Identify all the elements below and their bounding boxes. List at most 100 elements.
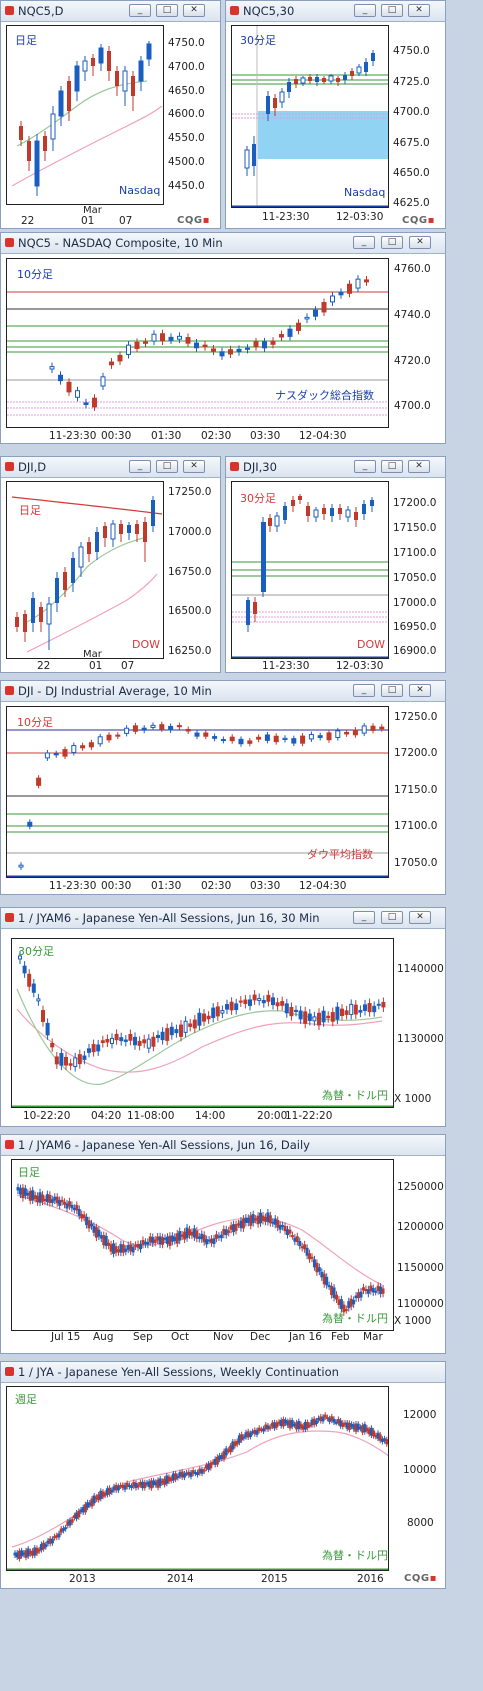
candle-body: [82, 1055, 87, 1060]
timeframe-label: 日足: [15, 34, 37, 47]
candle-body: [210, 1238, 214, 1244]
candle-body: [68, 1063, 73, 1066]
candle-body: [294, 1009, 298, 1012]
candle-body: [308, 1253, 312, 1260]
candle-body: [36, 777, 42, 786]
candle-body: [143, 1241, 147, 1245]
chart-plot-area[interactable]: 10分足 ダウ平均指数: [6, 706, 389, 878]
chart-plot-area[interactable]: 週足 為替・ドル円: [6, 1386, 389, 1571]
candle-body: [97, 1494, 101, 1501]
minimize-button[interactable]: _: [129, 4, 151, 17]
window-title: DJI - DJ Industrial Average, 10 Min: [18, 684, 212, 698]
close-button[interactable]: ✕: [183, 4, 205, 17]
chart-plot-area[interactable]: 30分足 DOW: [231, 481, 389, 659]
close-button[interactable]: ✕: [409, 236, 431, 249]
candle-body: [109, 1244, 113, 1252]
title-bar[interactable]: DJI,D _ □ ✕: [1, 457, 220, 478]
candle-body: [256, 736, 262, 740]
candle-body: [83, 1504, 87, 1513]
candle-body: [161, 1237, 165, 1245]
candle-body: [219, 351, 225, 357]
axis-multiplier: X 1000: [394, 1315, 432, 1327]
window-jpy-daily[interactable]: 1 / JYAM6 - Japanese Yen-All Sessions, J…: [0, 1134, 446, 1354]
candle-body: [119, 1244, 123, 1253]
window-jpy-weekly[interactable]: 1 / JYA - Japanese Yen-All Sessions, Wee…: [0, 1361, 446, 1589]
window-dji-daily[interactable]: DJI,D _ □ ✕: [0, 456, 221, 673]
title-bar[interactable]: NQC5,30 _ □ ✕: [226, 1, 445, 22]
candle-body: [335, 1294, 338, 1300]
window-nasdaq-10min[interactable]: NQC5 - NASDAQ Composite, 10 Min _ □ ✕ 10…: [0, 232, 446, 444]
maximize-button[interactable]: □: [381, 4, 403, 17]
candle-body: [202, 1013, 206, 1022]
title-bar[interactable]: 1 / JYAM6 - Japanese Yen-All Sessions, J…: [1, 908, 445, 929]
chart-plot-area[interactable]: 30分足 為替・ドル円: [11, 938, 394, 1108]
chart-plot-area[interactable]: 10分足 ナスダック総合指数: [6, 258, 389, 428]
window-jpy-30min[interactable]: 1 / JYAM6 - Japanese Yen-All Sessions, J…: [0, 907, 446, 1127]
candle-body: [322, 1273, 326, 1285]
y-tick: 4450.0: [168, 180, 205, 192]
chart-app-icon: [5, 6, 14, 15]
window-title: DJI,30: [243, 460, 277, 474]
candle-body: [53, 1196, 57, 1201]
chart-plot-area[interactable]: 日足 DOW: [6, 481, 164, 659]
candle-body: [224, 1229, 228, 1236]
maximize-button[interactable]: □: [381, 236, 403, 249]
title-bar[interactable]: DJI - DJ Industrial Average, 10 Min _ □ …: [1, 681, 445, 702]
minimize-button[interactable]: _: [129, 460, 151, 473]
minimize-button[interactable]: _: [353, 684, 375, 697]
candle-body: [163, 1237, 167, 1240]
title-bar[interactable]: 1 / JYA - Japanese Yen-All Sessions, Wee…: [1, 1362, 445, 1383]
candle-body: [160, 333, 165, 342]
close-button[interactable]: ✕: [409, 684, 431, 697]
candlestick-chart: [7, 275, 388, 416]
y-tick: 16900.0: [393, 645, 437, 657]
chart-app-icon: [5, 1367, 14, 1376]
window-nqc5-30min[interactable]: NQC5,30 _ □ ✕: [225, 0, 446, 229]
x-tick: Jan 16: [289, 1331, 322, 1343]
maximize-button[interactable]: □: [381, 460, 403, 473]
candle-body: [248, 1433, 252, 1437]
candle-body: [212, 1238, 216, 1244]
candle-body: [381, 1288, 385, 1294]
candle-body: [45, 1194, 49, 1203]
candle-body: [117, 354, 123, 362]
title-bar[interactable]: 1 / JYAM6 - Japanese Yen-All Sessions, J…: [1, 1135, 445, 1156]
close-button[interactable]: ✕: [409, 911, 431, 924]
chart-plot-area[interactable]: 日足 Nasdaq: [6, 25, 164, 205]
window-dji-10min[interactable]: DJI - DJ Industrial Average, 10 Min _ □ …: [0, 680, 446, 895]
close-button[interactable]: ✕: [408, 460, 430, 473]
close-button[interactable]: ✕: [408, 4, 430, 17]
minimize-button[interactable]: _: [354, 460, 376, 473]
y-tick: 17100.0: [393, 547, 437, 559]
minimize-button[interactable]: _: [353, 911, 375, 924]
candle-body: [264, 734, 270, 741]
window-nqc5-daily[interactable]: NQC5,D _ □ ✕: [0, 0, 221, 229]
candle-body: [300, 735, 306, 744]
title-bar[interactable]: NQC5 - NASDAQ Composite, 10 Min _ □ ✕: [1, 233, 445, 254]
maximize-button[interactable]: □: [381, 684, 403, 697]
candle-body: [146, 1038, 151, 1049]
candle-body: [355, 278, 361, 289]
candle-body: [268, 1215, 272, 1224]
candle-body: [119, 1484, 123, 1487]
window-dji-30min[interactable]: DJI,30 _ □ ✕: [225, 456, 446, 673]
candle-body: [300, 1246, 304, 1249]
candle-body: [133, 1036, 137, 1046]
chart-plot-area[interactable]: 日足 為替・ドル円: [11, 1159, 394, 1331]
maximize-button[interactable]: □: [156, 4, 178, 17]
minimize-button[interactable]: _: [354, 4, 376, 17]
chart-plot-area[interactable]: 30分足 Nasdaq: [231, 25, 389, 208]
candle-body: [169, 1026, 174, 1036]
candle-body: [59, 1053, 64, 1066]
maximize-button[interactable]: □: [381, 911, 403, 924]
title-bar[interactable]: DJI,30 _ □ ✕: [226, 457, 445, 478]
chart-app-icon: [230, 6, 239, 15]
minimize-button[interactable]: _: [353, 236, 375, 249]
close-button[interactable]: ✕: [183, 460, 205, 473]
candle-body: [353, 1004, 358, 1015]
candle-body: [143, 341, 148, 344]
title-bar[interactable]: NQC5,D _ □ ✕: [1, 1, 220, 22]
maximize-button[interactable]: □: [156, 460, 178, 473]
candle-body: [352, 729, 358, 736]
candle-body: [142, 1039, 147, 1044]
